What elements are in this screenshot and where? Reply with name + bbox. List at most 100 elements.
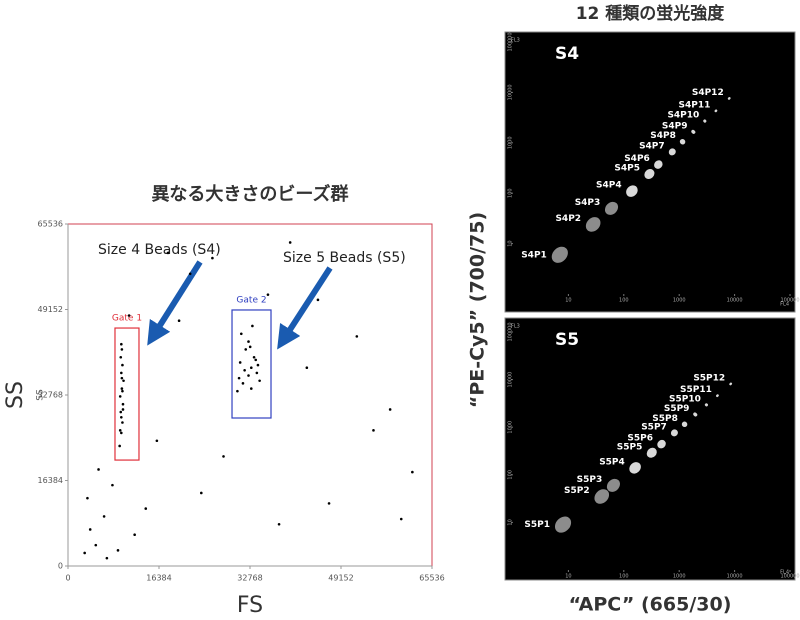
x-tick-label: 1000 xyxy=(673,574,686,580)
population xyxy=(657,439,666,449)
population-label: S5P7 xyxy=(641,422,667,432)
x-tick-label: 100000 xyxy=(780,298,799,304)
population-label: S5P6 xyxy=(627,434,653,444)
population xyxy=(704,403,708,407)
arrow xyxy=(277,266,333,350)
event-dot xyxy=(144,507,148,510)
event-dot xyxy=(166,251,170,255)
y-tick-label: 100000 xyxy=(508,32,514,51)
y-tick-label: 100000 xyxy=(508,322,514,341)
population-label: S5P10 xyxy=(669,394,701,404)
population xyxy=(729,382,733,386)
y-tick-label: 10000 xyxy=(508,84,514,100)
event-dot xyxy=(86,496,89,500)
population-label: S4P10 xyxy=(667,111,699,121)
population xyxy=(604,201,619,215)
population-label: S4P1 xyxy=(521,250,547,260)
event-dot xyxy=(188,272,192,276)
population-label: S4P4 xyxy=(596,181,622,191)
event-dot xyxy=(388,408,392,411)
event-dot xyxy=(116,549,120,552)
event-dot xyxy=(241,382,245,385)
gate-label: Gate 2 xyxy=(236,295,266,305)
event-dot xyxy=(411,470,414,474)
population-label: S4P9 xyxy=(662,121,688,131)
event-dot xyxy=(105,556,109,560)
event-dot xyxy=(111,483,114,487)
event-dot xyxy=(88,528,92,531)
y-axis-label: SS xyxy=(3,381,28,409)
population-label: S4P7 xyxy=(639,141,665,151)
event-dot xyxy=(120,415,123,419)
event-dot xyxy=(249,366,253,369)
event-dot xyxy=(121,363,124,367)
y-tick-label: 16384 xyxy=(38,476,63,485)
event-dot xyxy=(122,379,125,383)
event-dot xyxy=(355,335,359,338)
x-tick-label: 16384 xyxy=(146,574,171,583)
x-axis-label: FS xyxy=(237,593,263,618)
x-tick-label: 10 xyxy=(565,298,571,304)
gate-label: Gate 1 xyxy=(112,314,142,324)
event-dot xyxy=(243,369,246,372)
population-label: S5P9 xyxy=(664,404,690,414)
population xyxy=(727,97,731,100)
population-label: S4P5 xyxy=(614,164,640,174)
event-dot xyxy=(119,355,123,359)
x-tick-label: 65536 xyxy=(419,574,444,583)
population xyxy=(551,246,568,263)
event-dot xyxy=(237,376,241,380)
event-dot xyxy=(121,421,124,424)
event-dot xyxy=(256,363,260,367)
event-dot xyxy=(247,374,250,377)
event-dot xyxy=(120,342,123,346)
event-dot xyxy=(127,314,131,317)
population-label: S5P12 xyxy=(693,373,725,383)
y-tick-label: 65536 xyxy=(38,220,63,229)
population xyxy=(714,109,718,113)
population-label: S4P6 xyxy=(624,154,650,164)
x-tick-label: 100000 xyxy=(780,574,799,580)
event-dot xyxy=(177,319,181,323)
x-tick-label: 100 xyxy=(619,298,629,304)
gate xyxy=(114,327,140,461)
event-dot xyxy=(372,429,375,432)
event-dot xyxy=(120,376,124,380)
population-label: S5P1 xyxy=(524,520,550,530)
population-label: S5P8 xyxy=(652,414,678,424)
event-dot xyxy=(305,366,309,369)
event-dot xyxy=(249,387,253,390)
event-dot xyxy=(120,387,124,390)
population-label: S5P5 xyxy=(617,442,643,452)
population xyxy=(554,516,572,533)
population xyxy=(594,489,610,504)
event-dot xyxy=(236,389,239,393)
population xyxy=(626,185,638,197)
panel-label: S5 xyxy=(555,330,579,350)
event-dot xyxy=(238,361,242,364)
annotation: Size 5 Beads (S5) xyxy=(283,250,406,266)
y-tick-label: 100 xyxy=(508,470,514,480)
population xyxy=(670,429,678,437)
event-dot xyxy=(252,355,256,359)
population xyxy=(693,412,698,417)
y-tick-label: 0 xyxy=(58,562,63,571)
event-dot xyxy=(155,439,159,443)
x-axis-label: “APC” (665/30) xyxy=(569,594,732,616)
chart-title: 異なる大きさのビーズ群 xyxy=(151,183,348,205)
plot-frame xyxy=(67,223,433,567)
x-tick-label: 0 xyxy=(65,574,70,583)
event-dot xyxy=(119,410,123,414)
population xyxy=(654,160,663,169)
population-label: S4P12 xyxy=(692,88,724,98)
event-dot xyxy=(288,241,292,244)
y-tick-label: 1000 xyxy=(508,421,514,434)
population-label: S4P2 xyxy=(555,214,581,224)
population-label: S4P11 xyxy=(679,100,711,110)
event-dot xyxy=(83,551,86,555)
y-tick-label: 100 xyxy=(508,188,514,198)
event-dot xyxy=(399,517,403,521)
event-dot xyxy=(277,522,281,526)
